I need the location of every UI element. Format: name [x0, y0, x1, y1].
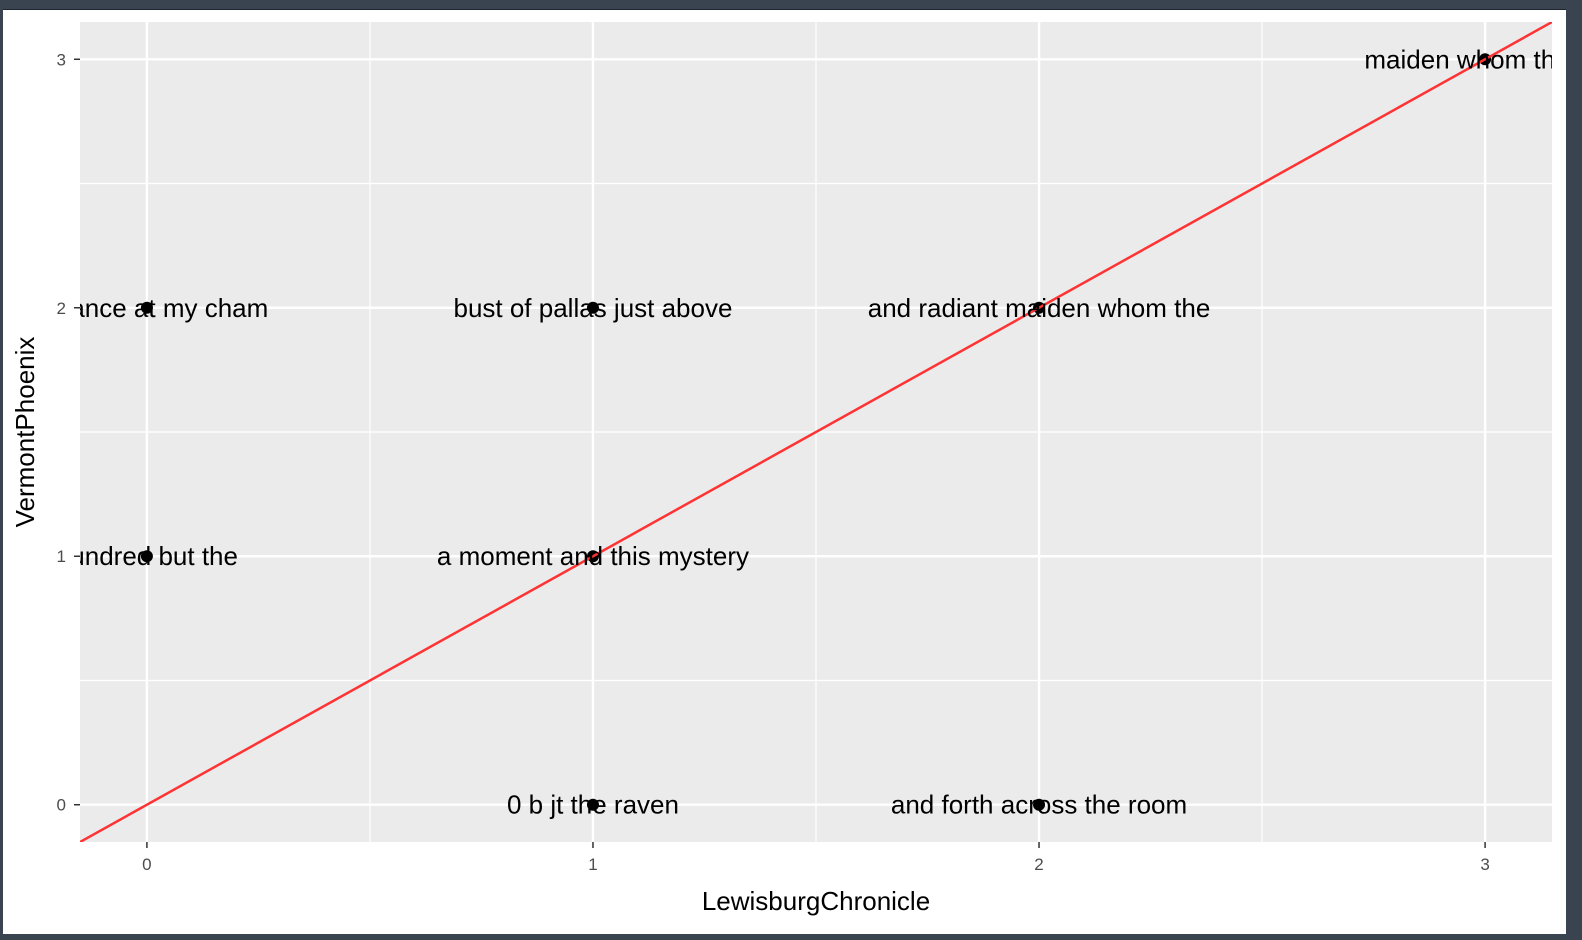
window-top-edge	[0, 0, 1582, 10]
window-bottom-edge	[0, 934, 1582, 940]
y-tick-label: 1	[57, 547, 66, 566]
x-tick-label: 2	[1034, 855, 1043, 874]
x-tick-label: 1	[588, 855, 597, 874]
point-label: and forth across the room	[891, 790, 1187, 820]
y-axis-title: VermontPhoenix	[10, 337, 40, 528]
x-axis-title: LewisburgChronicle	[702, 886, 930, 916]
window-left-edge	[0, 0, 3, 940]
major-gridlines	[80, 22, 1552, 842]
window-right-edge	[1566, 0, 1582, 940]
x-tick-label: 3	[1480, 855, 1489, 874]
data-point	[586, 301, 599, 314]
point-label: bust of pallas just above	[453, 293, 732, 323]
data-point	[140, 301, 153, 314]
y-tick-label: 0	[57, 796, 66, 815]
point-label: maiden whom the an	[1364, 44, 1582, 74]
x-axis-tick-labels: 0 1 2 3	[142, 855, 1490, 874]
data-marks: entrance at my cham bust of pallas just a…	[26, 22, 1582, 842]
y-axis-tick-labels: 0 1 2 3	[57, 50, 66, 814]
y-tick-label: 2	[57, 299, 66, 318]
point-label: hundred but the	[56, 541, 238, 571]
data-point	[586, 798, 599, 811]
data-point	[1033, 798, 1046, 811]
reference-line	[80, 22, 1552, 842]
y-tick-label: 3	[57, 50, 66, 69]
x-tick-label: 0	[142, 855, 151, 874]
axis-ticks	[74, 58, 1486, 848]
data-point	[140, 550, 153, 563]
point-label: and radiant maiden whom the	[868, 293, 1211, 323]
point-label: 0 b jt the raven	[507, 790, 679, 820]
point-label: a moment and this mystery	[437, 541, 749, 571]
point-label: entrance at my cham	[26, 293, 269, 323]
